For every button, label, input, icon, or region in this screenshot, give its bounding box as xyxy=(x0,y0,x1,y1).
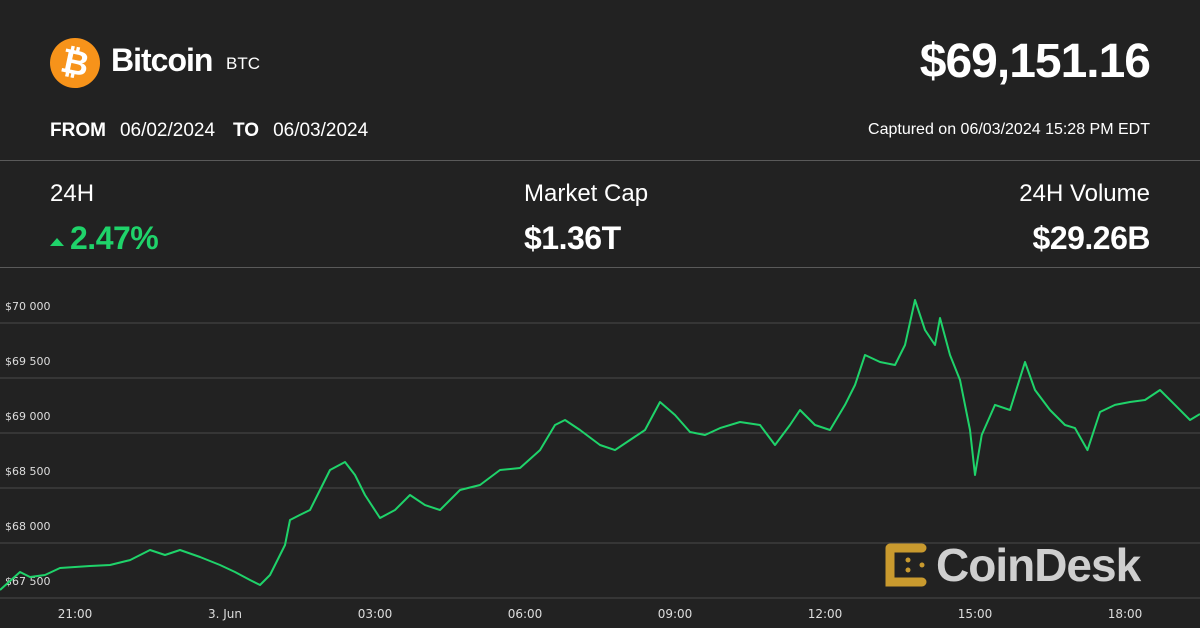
x-tick-label: 21:00 xyxy=(58,607,93,621)
x-tick-label: 12:00 xyxy=(808,607,843,621)
x-tick-label: 09:00 xyxy=(658,607,693,621)
coin-symbol: BTC xyxy=(226,54,260,73)
y-tick-label: $68 500 xyxy=(5,465,51,478)
market-cap-label: Market Cap xyxy=(524,180,649,207)
to-date: 06/03/2024 xyxy=(273,120,369,141)
x-tick-label: 3. Jun xyxy=(208,607,242,621)
y-tick-label: $68 000 xyxy=(5,520,51,533)
volume-label: 24H Volume xyxy=(1019,180,1150,207)
current-price: $69,151.16 xyxy=(919,35,1151,88)
volume-value: $29.26B xyxy=(1032,220,1151,256)
to-label: TO xyxy=(233,120,260,141)
y-tick-label: $67 500 xyxy=(5,575,51,588)
from-date: 06/02/2024 xyxy=(119,120,216,141)
x-tick-label: 03:00 xyxy=(358,607,393,621)
divider xyxy=(0,160,1200,161)
y-tick-label: $69 500 xyxy=(5,355,51,368)
date-range: FROM 06/02/2024 TO 06/03/2024 xyxy=(50,120,368,142)
price-chart: $70 000 $69 500 $69 000 $68 500 $68 000 $67 5… xyxy=(0,299,1200,621)
from-label: FROM xyxy=(50,120,106,141)
arrow-up-icon xyxy=(50,238,64,246)
captured-timestamp: Captured on 06/03/2024 15:28 PM EDT xyxy=(868,121,1150,138)
y-tick-label: $69 000 xyxy=(5,410,51,423)
coindesk-wordmark: CoinDesk xyxy=(936,539,1141,591)
change-percent: 2.47% xyxy=(70,220,159,256)
coindesk-watermark: CoinDesk xyxy=(884,538,1141,592)
y-tick-label: $70 000 xyxy=(5,300,51,313)
change-label: 24H xyxy=(50,180,95,207)
market-cap-value: $1.36T xyxy=(524,220,621,256)
x-tick-label: 06:00 xyxy=(508,607,543,621)
change-value: 2.47% xyxy=(50,220,159,257)
x-tick-label: 15:00 xyxy=(958,607,993,621)
divider xyxy=(0,267,1200,268)
x-tick-label: 18:00 xyxy=(1108,607,1143,621)
price-line xyxy=(0,299,1200,591)
coin-name: Bitcoin xyxy=(111,42,213,78)
bitcoin-icon: ₿ xyxy=(45,33,105,93)
coindesk-logo-icon xyxy=(885,543,927,587)
